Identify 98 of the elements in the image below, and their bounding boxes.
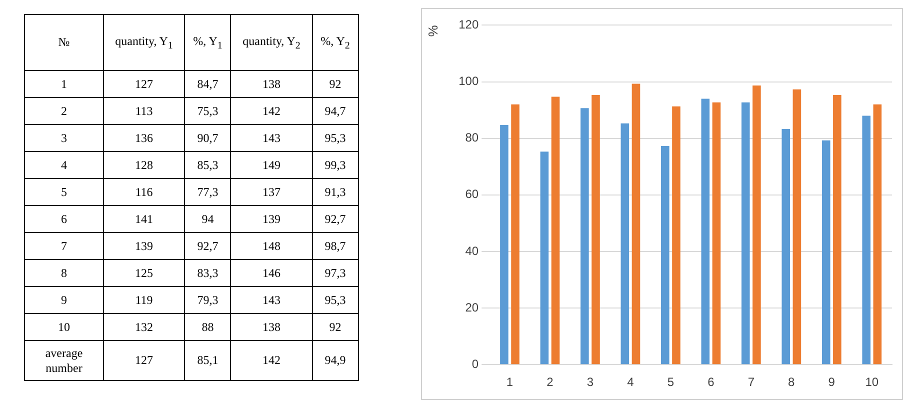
bar	[500, 125, 508, 364]
data-label: 83,3	[184, 260, 231, 286]
bar	[551, 96, 560, 364]
data-label: 98,7	[312, 232, 358, 260]
bar	[580, 108, 589, 364]
y-tick-label: 5	[24, 178, 104, 206]
x-tick-label: 1	[506, 375, 514, 390]
y-tick-label: 20	[465, 300, 479, 314]
data-label: 143	[230, 124, 312, 152]
y-tick-label: 100	[458, 74, 479, 88]
data-label: 139	[230, 206, 312, 232]
bar	[632, 84, 640, 364]
data-label: 84,7	[184, 70, 231, 98]
x-tick-label: 7	[748, 375, 755, 390]
data-label: 142	[230, 98, 312, 124]
data-label: 99,3	[312, 152, 358, 178]
bar	[712, 102, 721, 364]
data-label: 148	[230, 232, 312, 260]
bar	[792, 89, 802, 364]
y-tick-label: 2	[24, 98, 104, 124]
bar	[511, 104, 520, 364]
data-label: 91,3	[312, 178, 358, 206]
x-tick-label: %, Y$_{2}$	[312, 14, 358, 70]
bar	[873, 104, 882, 364]
data-label: 94	[184, 206, 231, 232]
data-label: 138	[230, 314, 312, 340]
y-tick-label: 60	[465, 187, 479, 202]
data-label: 95,3	[312, 286, 358, 314]
bar	[741, 102, 750, 364]
data-label: 77,3	[184, 178, 231, 206]
y-tick-label: 3	[24, 124, 104, 152]
x-tick-label: 5	[667, 375, 674, 390]
data-label: 92	[312, 70, 358, 98]
y-tick-label: 9	[24, 286, 104, 314]
data-label: 92,7	[312, 206, 358, 232]
y-tick-label: 10	[24, 314, 104, 340]
data-label: 136	[104, 124, 185, 152]
x-tick-label: 3	[586, 375, 594, 390]
data-label: 92	[312, 314, 358, 340]
data-label: 85,1	[184, 340, 231, 380]
data-label: 125	[104, 260, 185, 286]
y-tick-label: 6	[24, 206, 104, 232]
data-label: 113	[104, 98, 185, 124]
bar	[661, 146, 670, 364]
data-label: 132	[104, 314, 185, 340]
y-tick-label: 40	[465, 244, 479, 258]
data-label: 127	[104, 70, 185, 98]
data-label: 75,3	[184, 98, 231, 124]
x-tick-label: 2	[546, 375, 554, 390]
data-label: 142	[230, 340, 312, 380]
x-tick-label: %, Y$_{1}$	[184, 14, 231, 70]
y-tick-label: 1	[24, 70, 104, 98]
bar	[672, 106, 680, 364]
data-label: 90,7	[184, 124, 231, 152]
data-label: 92,7	[184, 232, 231, 260]
y-tick-label: 0	[472, 356, 479, 371]
x-tick-label: quantity, Y$_{2}$	[230, 14, 312, 70]
y-tick-label: 4	[24, 152, 104, 178]
text: №	[24, 14, 104, 70]
data-label: 79,3	[184, 286, 231, 314]
data-label: 127	[104, 340, 185, 380]
x-tick-label: 10	[865, 375, 879, 390]
data-label: 116	[104, 178, 185, 206]
data-label: 97,3	[312, 260, 358, 286]
y-tick-label: 8	[24, 260, 104, 286]
bar	[540, 152, 549, 364]
data-label: 149	[230, 152, 312, 178]
y-tick-label: 7	[24, 232, 104, 260]
x-tick-label: 8	[788, 375, 796, 390]
x-tick-label: 9	[828, 375, 836, 390]
x-tick-label: 4	[627, 375, 634, 390]
data-label: 128	[104, 152, 185, 178]
bar	[592, 95, 600, 364]
bar	[833, 95, 842, 364]
bar	[782, 129, 790, 364]
y-axis-title: %	[425, 24, 440, 37]
bar	[701, 98, 710, 364]
data-label: 88	[184, 314, 231, 340]
data-label: 146	[230, 260, 312, 286]
data-label: 143	[230, 286, 312, 314]
data-label: 95,3	[312, 124, 358, 152]
bar	[620, 123, 630, 364]
data-label: 139	[104, 232, 185, 260]
data-label: 141	[104, 206, 185, 232]
x-tick-label: quantity, Y$_{1}$	[104, 14, 185, 70]
data-label: 94,9	[312, 340, 358, 380]
bar	[822, 140, 830, 364]
x-tick-label: 6	[708, 375, 715, 390]
data-label: 138	[230, 70, 312, 98]
y-tick-label: 120	[458, 18, 479, 32]
data-label: 119	[104, 286, 185, 314]
data-label: 137	[230, 178, 312, 206]
data-label: 94,7	[312, 98, 358, 124]
y-tick-label: 80	[465, 130, 479, 145]
bar	[752, 85, 761, 364]
data-label: 85,3	[184, 152, 231, 178]
bar	[862, 116, 870, 364]
y-tick-label: average number	[24, 340, 104, 380]
